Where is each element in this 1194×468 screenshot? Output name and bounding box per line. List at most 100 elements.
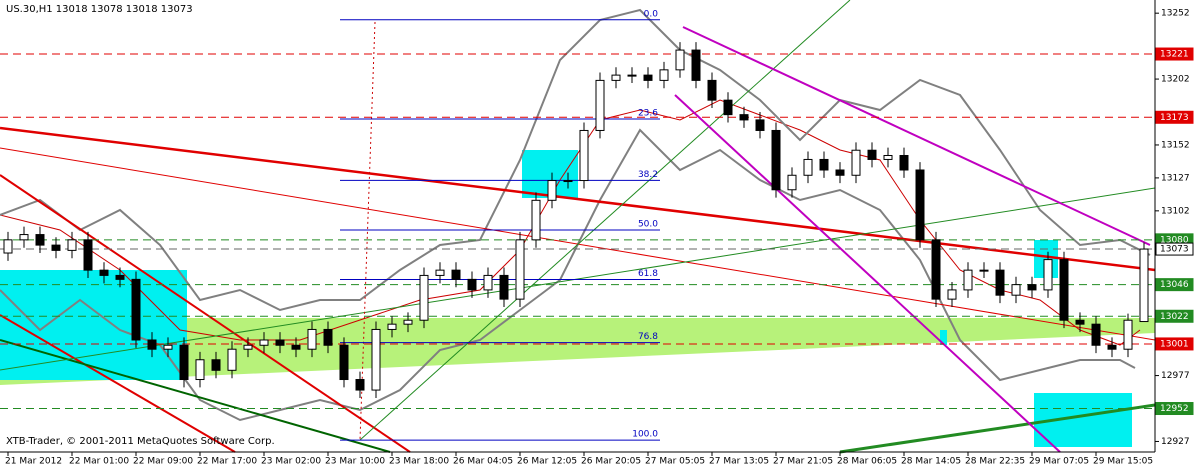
price-tag: 13221 — [1155, 47, 1194, 61]
price-tag-label: 13046 — [1160, 280, 1189, 290]
candle-body — [1091, 323, 1101, 346]
trend-line — [0, 339, 391, 453]
channel-line — [682, 26, 1151, 246]
candle-body — [1011, 284, 1021, 296]
zone — [0, 318, 1155, 385]
candle-body — [867, 149, 877, 160]
candle-body — [1139, 248, 1149, 323]
price-tag-box — [1155, 242, 1194, 256]
candle-body — [275, 339, 285, 346]
candle-body — [211, 359, 221, 371]
candle-body — [371, 328, 381, 391]
candle-body — [1107, 344, 1117, 350]
candle-body — [307, 328, 317, 350]
price-tag: 13073 — [1155, 242, 1194, 256]
candle-body — [883, 154, 893, 160]
footer: XTB-Trader, © 2001-2011 MetaQuotes Softw… — [6, 436, 275, 447]
candle-body — [547, 180, 557, 201]
price-tag-label: 13080 — [1160, 235, 1189, 245]
fib-label: 23.6 — [638, 108, 658, 118]
candle-body — [499, 274, 509, 300]
candle-body — [531, 199, 541, 241]
candle-body — [1027, 284, 1037, 291]
price-tag-label: 13073 — [1160, 245, 1189, 255]
candle-body — [19, 234, 29, 241]
price-tag: 13173 — [1155, 110, 1194, 124]
price-tag-label: 13173 — [1160, 113, 1189, 123]
fib-label: 100.0 — [632, 430, 658, 440]
price-tag: 12952 — [1155, 402, 1194, 416]
candle-body — [1123, 319, 1133, 350]
x-tick-label: 28 Mar 06:05 — [837, 457, 897, 467]
y-tick-label: 12977 — [1161, 371, 1190, 381]
zone — [0, 270, 187, 380]
channel-line — [674, 94, 1061, 453]
candle-body — [291, 344, 301, 350]
x-tick-label: 22 Mar 17:00 — [197, 457, 257, 467]
candle-body — [3, 239, 13, 254]
candle-body — [675, 49, 685, 71]
candle-body — [99, 269, 109, 276]
x-tick-label: 23 Mar 10:00 — [325, 457, 385, 467]
candle-body — [35, 234, 45, 246]
candle-body — [435, 269, 445, 276]
x-tick-label: 23 Mar 18:00 — [389, 457, 449, 467]
candle-body — [979, 269, 989, 272]
candle-body — [179, 344, 189, 381]
candle-body — [259, 339, 269, 346]
candle-body — [707, 79, 717, 101]
candle-body — [755, 119, 765, 131]
candle-body — [323, 328, 333, 346]
y-tick-label: 13152 — [1161, 140, 1190, 150]
trend-line — [0, 187, 1156, 371]
candle-body — [227, 348, 237, 371]
x-tick-label: 27 Mar 21:05 — [773, 457, 833, 467]
candle-body — [403, 319, 413, 325]
candle-body — [515, 239, 525, 300]
x-tick-label: 22 Mar 01:00 — [69, 457, 129, 467]
trend-line — [0, 126, 1156, 272]
x-tick-label: 28 Mar 14:05 — [901, 457, 961, 467]
candle-body — [355, 379, 365, 391]
trend-line — [359, 0, 851, 441]
price-tag-box — [1155, 309, 1194, 323]
candle-body — [723, 99, 733, 116]
x-tick-label: 22 Mar 09:00 — [133, 457, 193, 467]
price-tag-label: 13022 — [1160, 312, 1189, 322]
bollinger-upper — [0, 8, 1151, 312]
candle-body — [691, 49, 701, 81]
price-tag: 13022 — [1155, 309, 1194, 323]
trend-line — [0, 147, 1156, 341]
moving-average — [0, 99, 1141, 346]
candle-body — [803, 158, 813, 176]
candle-body — [67, 239, 77, 251]
trend-line — [839, 403, 1156, 454]
candle-body — [339, 344, 349, 381]
candle-body — [563, 180, 573, 183]
y-tick-label: 13202 — [1161, 75, 1190, 85]
candle-body — [931, 239, 941, 300]
x-tick-label: 21 Mar 2012 — [5, 457, 62, 467]
trend-line — [0, 314, 236, 453]
y-tick-label: 13102 — [1161, 206, 1190, 216]
x-tick-label: 29 Mar 07:05 — [1029, 457, 1089, 467]
price-tag-box — [1155, 47, 1194, 61]
candle-body — [467, 278, 477, 291]
price-tag-box — [1155, 402, 1194, 416]
candle-body — [771, 129, 781, 191]
x-tick-label: 26 Mar 12:05 — [517, 457, 577, 467]
price-tag-label: 12952 — [1160, 404, 1189, 414]
candle-body — [419, 274, 429, 321]
overlays — [0, 0, 1156, 454]
price-tag-box — [1155, 278, 1194, 292]
candle-body — [611, 74, 621, 81]
y-tick-label: 13127 — [1161, 173, 1190, 183]
candle-body — [595, 79, 605, 131]
x-tick-label: 27 Mar 05:05 — [645, 457, 705, 467]
candle-body — [963, 269, 973, 291]
candle-body — [195, 359, 205, 381]
trend-line — [0, 174, 411, 453]
x-tick-label: 28 Mar 22:35 — [965, 457, 1025, 467]
candle-body — [1059, 259, 1069, 321]
